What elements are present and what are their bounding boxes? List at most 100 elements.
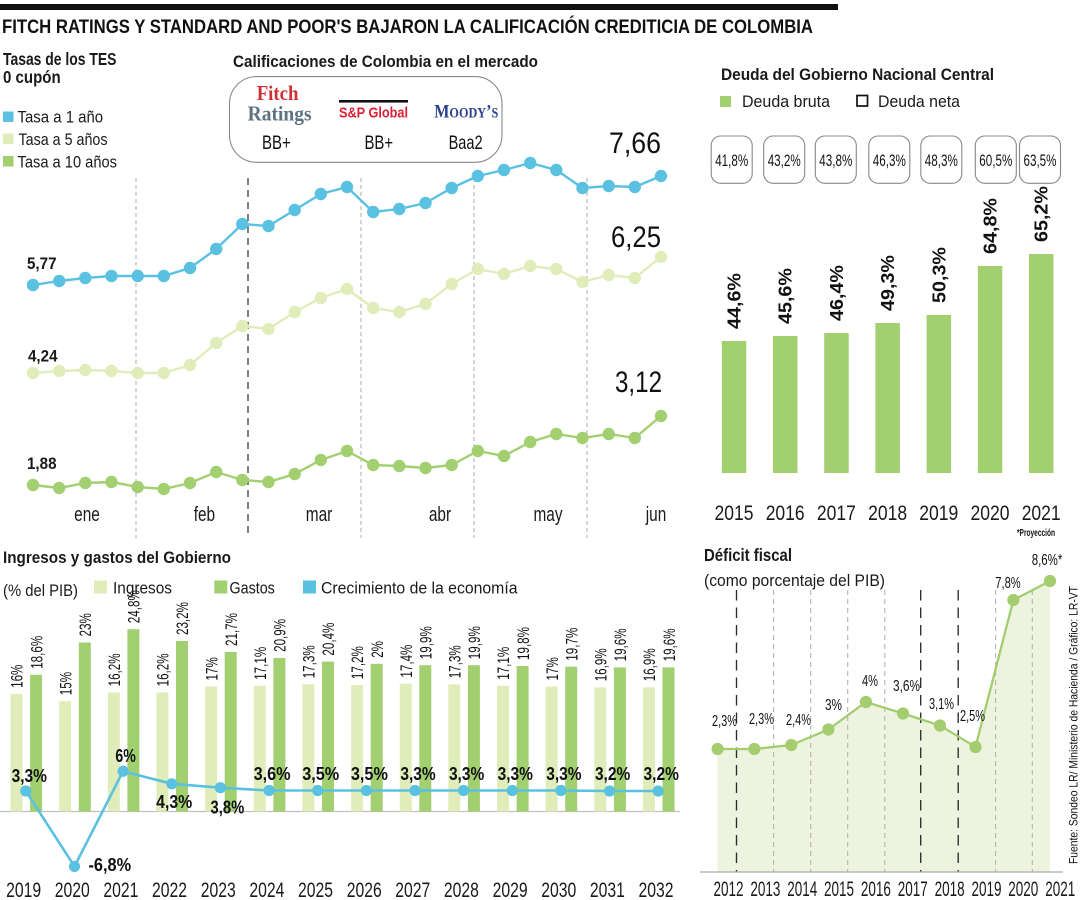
svg-text:Fuente: Sondeo LR/ Ministerio: Fuente: Sondeo LR/ Ministerio de Haciend… (1067, 585, 1080, 864)
svg-text:46,4%: 46,4% (827, 265, 847, 321)
svg-text:17,1%: 17,1% (494, 647, 513, 680)
svg-text:2019: 2019 (6, 879, 41, 900)
svg-text:2021: 2021 (1022, 501, 1061, 525)
svg-text:2018: 2018 (868, 501, 907, 525)
svg-text:3,3%: 3,3% (449, 764, 484, 784)
svg-text:16,2%: 16,2% (105, 653, 124, 686)
svg-text:2029: 2029 (493, 879, 528, 900)
svg-text:2028: 2028 (444, 879, 479, 900)
svg-text:4%: 4% (862, 673, 878, 690)
svg-text:S&P Global: S&P Global (339, 105, 408, 122)
svg-text:3,3%: 3,3% (498, 764, 533, 784)
svg-text:43,2%: 43,2% (768, 151, 801, 170)
svg-text:Tasa a 5 años: Tasa a 5 años (19, 130, 108, 149)
svg-text:FITCH RATINGS Y STANDARD AND P: FITCH RATINGS Y STANDARD AND POOR'S BAJA… (2, 14, 813, 38)
svg-text:2026: 2026 (347, 879, 382, 900)
svg-text:Tasas de los TES: Tasas de los TES (3, 49, 116, 69)
svg-text:6%: 6% (115, 746, 135, 766)
svg-text:2,3%: 2,3% (749, 711, 774, 728)
svg-text:Déficit fiscal: Déficit fiscal (704, 545, 792, 565)
svg-text:16%: 16% (8, 665, 27, 688)
svg-text:3,2%: 3,2% (595, 764, 630, 784)
svg-text:23,2%: 23,2% (173, 602, 192, 635)
svg-text:3,12: 3,12 (615, 366, 662, 399)
svg-text:feb: feb (194, 503, 215, 526)
svg-text:2013: 2013 (750, 878, 780, 900)
svg-text:48,3%: 48,3% (925, 151, 958, 170)
svg-text:2021: 2021 (103, 879, 138, 900)
svg-text:17,2%: 17,2% (348, 646, 367, 679)
svg-text:19,7%: 19,7% (563, 628, 582, 661)
svg-text:3,2%: 3,2% (644, 764, 679, 784)
svg-text:2030: 2030 (541, 879, 576, 900)
svg-text:17,3%: 17,3% (446, 645, 465, 678)
svg-text:Ingresos: Ingresos (113, 579, 172, 598)
svg-text:17,1%: 17,1% (251, 647, 270, 680)
svg-text:Tasa a 1 año: Tasa a 1 año (18, 108, 104, 127)
svg-text:17,4%: 17,4% (397, 645, 416, 678)
svg-text:65,2%: 65,2% (1032, 186, 1052, 242)
svg-text:ene: ene (74, 503, 100, 526)
svg-text:2032: 2032 (639, 879, 674, 900)
svg-text:41,8%: 41,8% (715, 151, 748, 170)
svg-text:6,25: 6,25 (611, 221, 661, 254)
svg-text:2021: 2021 (1045, 878, 1075, 900)
svg-text:3,5%: 3,5% (302, 764, 339, 784)
svg-text:(como porcentaje del PIB): (como porcentaje del PIB) (704, 572, 885, 590)
svg-text:Deuda bruta: Deuda bruta (742, 92, 831, 111)
svg-text:3%: 3% (825, 697, 842, 714)
svg-text:Calificaciones de Colombia en: Calificaciones de Colombia en el mercado (233, 52, 538, 71)
svg-text:7,8%: 7,8% (995, 575, 1020, 592)
svg-text:17,3%: 17,3% (300, 645, 319, 678)
svg-text:4,3%: 4,3% (156, 792, 192, 812)
svg-text:15%: 15% (56, 672, 75, 695)
svg-text:2014: 2014 (787, 878, 817, 900)
svg-text:2015: 2015 (824, 878, 854, 900)
svg-text:3,6%: 3,6% (893, 678, 920, 695)
svg-text:0 cupón: 0 cupón (3, 67, 61, 87)
svg-text:3,8%: 3,8% (211, 798, 245, 818)
svg-text:63,5%: 63,5% (1024, 151, 1057, 170)
svg-text:2018: 2018 (935, 878, 965, 900)
svg-text:may: may (534, 503, 564, 526)
svg-text:4,24: 4,24 (28, 348, 58, 366)
svg-text:Ingresos y gastos del Gobierno: Ingresos y gastos del Gobierno (3, 548, 231, 567)
svg-text:46,3%: 46,3% (873, 151, 906, 170)
svg-text:Gastos: Gastos (230, 579, 275, 598)
svg-text:3,3%: 3,3% (400, 764, 435, 784)
svg-text:Ratings: Ratings (248, 102, 312, 126)
svg-text:-6,8%: -6,8% (89, 855, 132, 875)
svg-text:(% del PIB): (% del PIB) (3, 582, 78, 600)
svg-text:mar: mar (306, 503, 333, 526)
svg-text:44,6%: 44,6% (725, 273, 745, 329)
svg-text:2017: 2017 (898, 878, 928, 900)
svg-text:jun: jun (645, 503, 666, 526)
svg-text:17%: 17% (543, 657, 562, 680)
svg-text:2,3%: 2,3% (712, 713, 737, 730)
svg-text:20,9%: 20,9% (271, 619, 290, 652)
svg-text:3,6%: 3,6% (254, 764, 291, 784)
svg-text:2023: 2023 (201, 879, 236, 900)
svg-text:2022: 2022 (152, 879, 187, 900)
svg-text:Fitch: Fitch (257, 81, 299, 105)
svg-text:19,6%: 19,6% (660, 628, 679, 661)
svg-text:60,5%: 60,5% (979, 151, 1012, 170)
svg-text:2031: 2031 (590, 879, 625, 900)
svg-text:2020: 2020 (1008, 878, 1038, 900)
svg-text:19,9%: 19,9% (417, 626, 436, 659)
svg-text:21,7%: 21,7% (222, 613, 241, 646)
svg-text:MOODY’S: MOODY’S (434, 102, 498, 123)
svg-text:BB+: BB+ (364, 132, 393, 154)
svg-text:64,8%: 64,8% (981, 198, 1001, 254)
svg-text:50,3%: 50,3% (929, 247, 949, 303)
svg-text:2025: 2025 (298, 879, 333, 900)
svg-text:Crecimiento de la economía: Crecimiento de la economía (321, 579, 518, 598)
svg-text:2019: 2019 (972, 878, 1002, 900)
svg-text:45,6%: 45,6% (776, 268, 796, 324)
svg-text:abr: abr (429, 503, 451, 526)
svg-text:BB+: BB+ (262, 132, 291, 154)
svg-text:18,6%: 18,6% (27, 636, 46, 669)
svg-text:3,1%: 3,1% (929, 696, 954, 713)
svg-text:1,88: 1,88 (27, 455, 57, 473)
svg-text:Baa2: Baa2 (449, 132, 483, 154)
